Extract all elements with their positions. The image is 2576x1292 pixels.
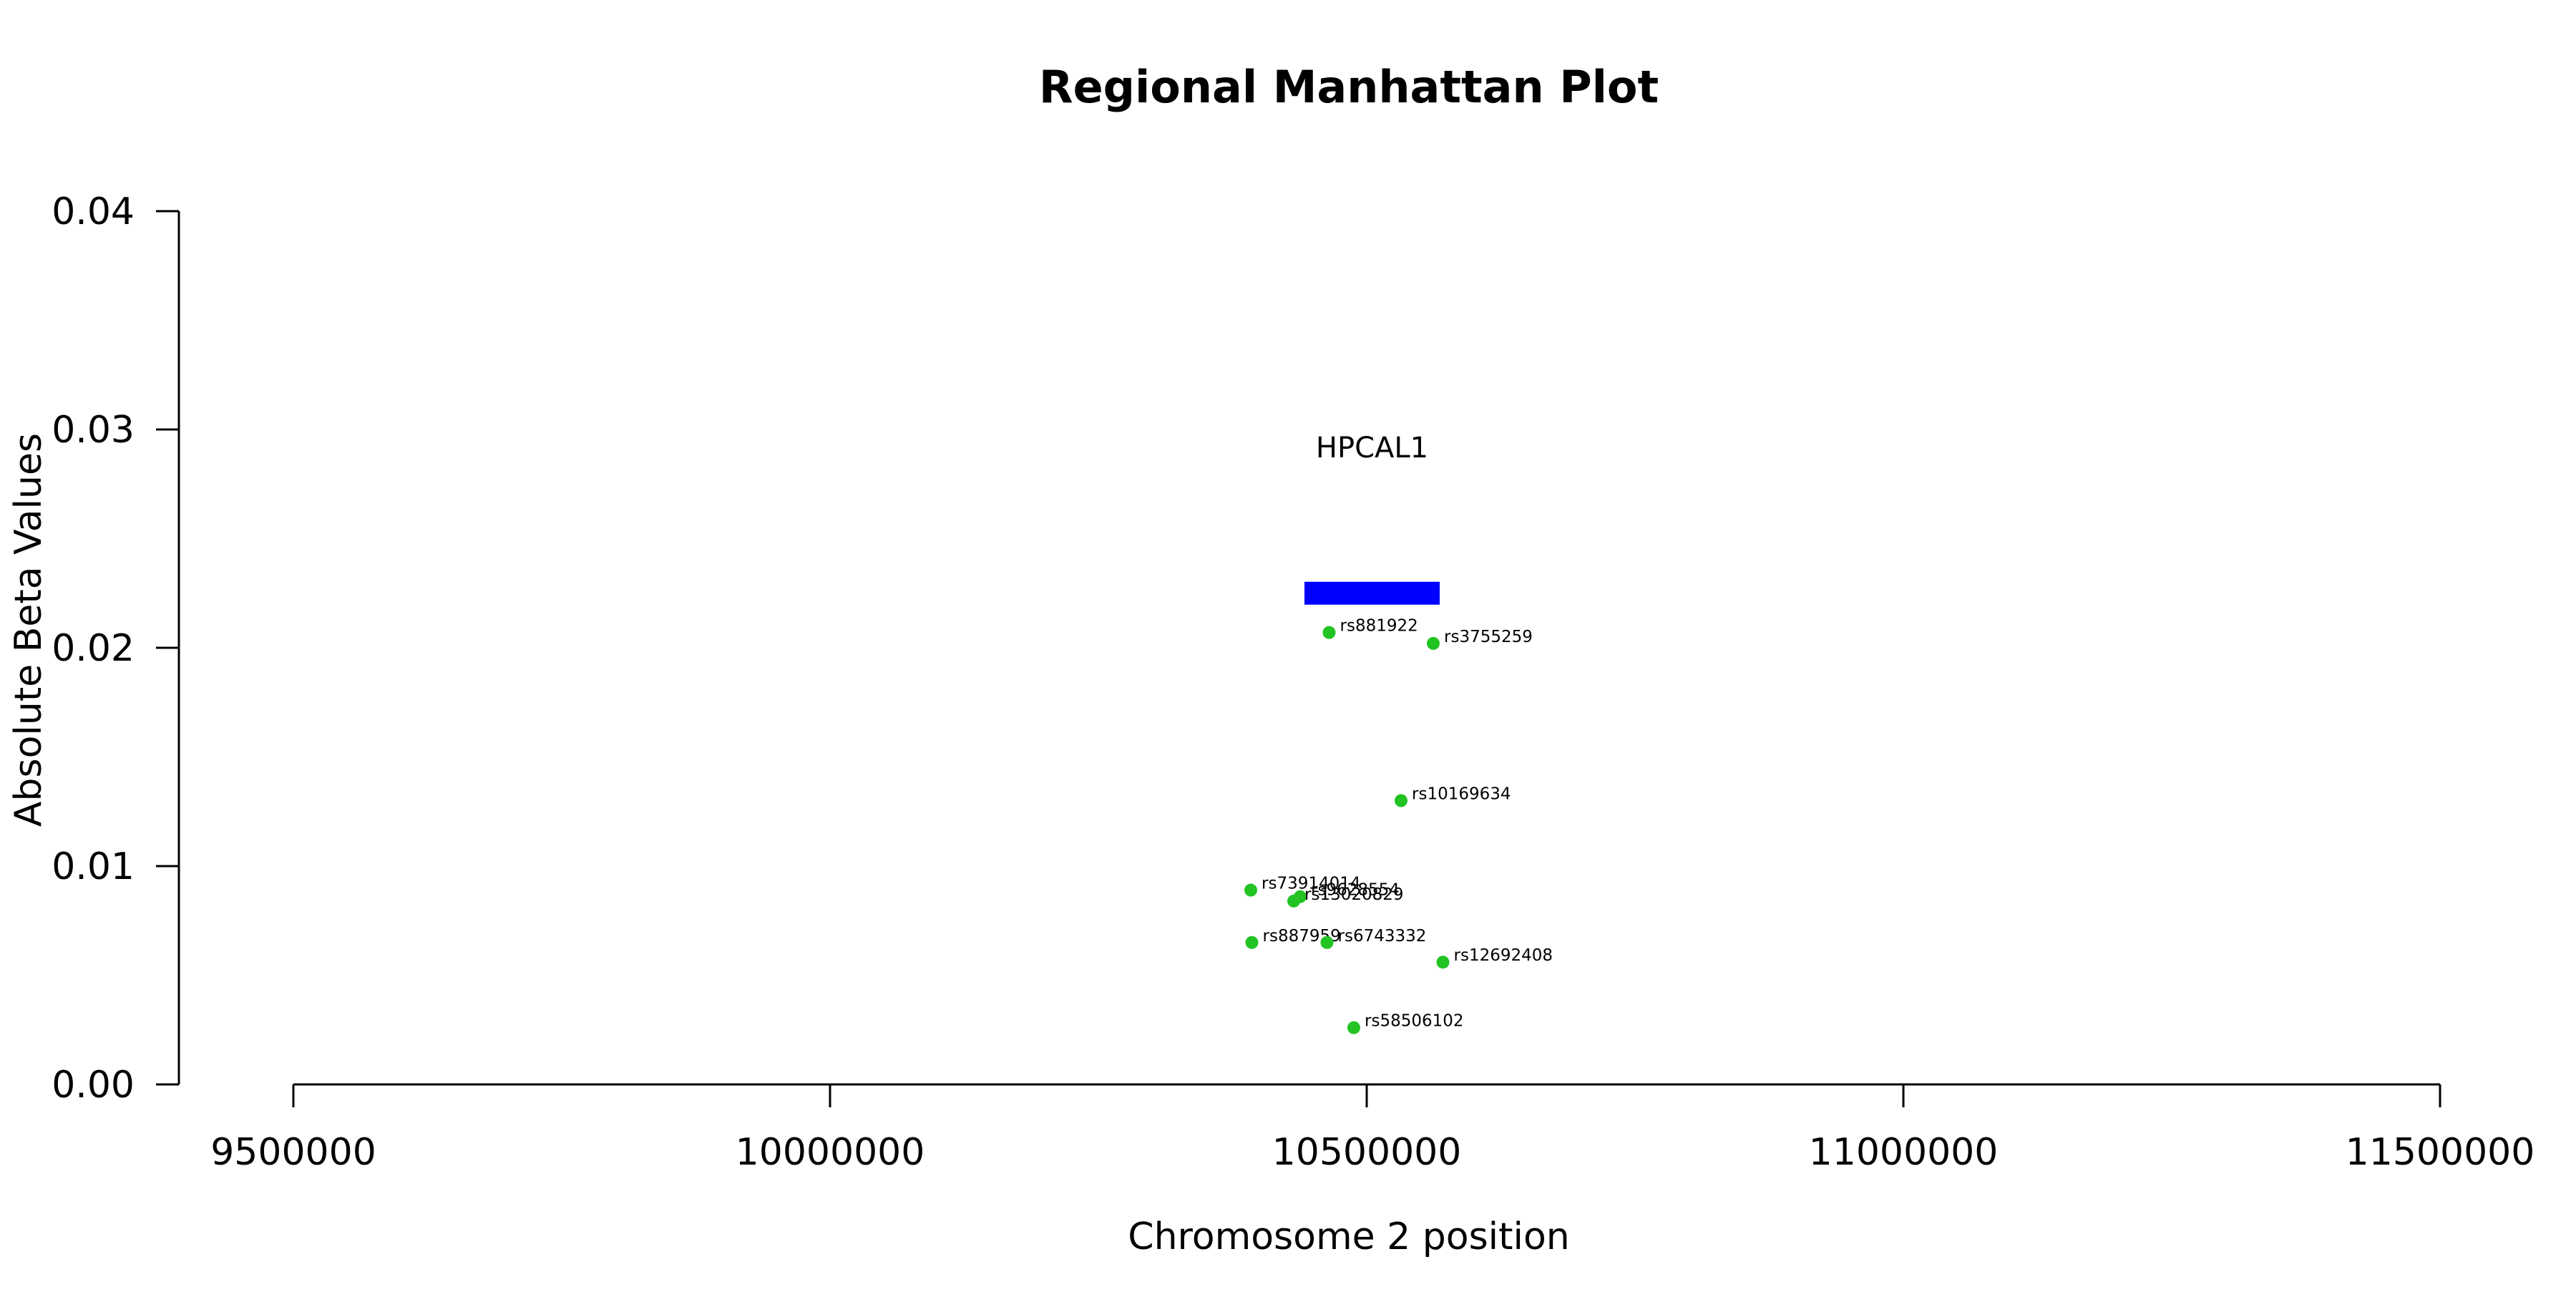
snp-label: rs9628554 (1311, 881, 1400, 900)
snp-point (1245, 936, 1259, 949)
snp-label: rs10169634 (1412, 785, 1511, 804)
snp-label: rs3755259 (1444, 628, 1533, 646)
snp-label: rs6743332 (1338, 927, 1427, 946)
snp-label: rs73914014 (1262, 875, 1361, 893)
snp-label: rs13020829 (1304, 885, 1404, 904)
snp-label: rs58506102 (1365, 1012, 1464, 1031)
y-tick-label: 0.00 (52, 1064, 135, 1107)
data-points: rs881922 rs3755259 rs10169634 rs73914014rs9… (1244, 617, 1553, 1034)
x-tick-label: 9500000 (210, 1131, 376, 1174)
gene-label: HPCAL1 (1316, 432, 1428, 465)
gene-track: HPCAL1 (1304, 432, 1440, 605)
snp-point (1395, 794, 1407, 807)
snp-point (1427, 636, 1440, 650)
snp-point (1347, 1021, 1360, 1034)
y-tick-label: 0.02 (52, 627, 135, 670)
snp-label: rs12692408 (1454, 946, 1553, 965)
snp-point (1244, 883, 1257, 897)
x-axis-label: Chromosome 2 position (1128, 1215, 1569, 1258)
snp-point (1322, 626, 1336, 639)
x-tick-label: 11000000 (1809, 1131, 1999, 1174)
snp-point (1287, 894, 1300, 908)
snp-point (1436, 956, 1450, 969)
x-tick-label: 11500000 (2346, 1131, 2535, 1174)
y-tick-label: 0.03 (52, 409, 135, 452)
y-axis-label: Absolute Beta Values (7, 433, 50, 827)
x-tick-label: 10000000 (736, 1131, 925, 1174)
gene-bar (1304, 581, 1440, 605)
snp-point (1320, 936, 1334, 949)
axes: 0.00 0.01 0.02 0.03 0.04 9500000 10000000 10500… (52, 190, 2534, 1174)
snp-label: rs881922 (1340, 617, 1418, 636)
x-tick-label: 10500000 (1272, 1131, 1462, 1174)
y-tick-label: 0.01 (52, 845, 135, 888)
y-tick-label: 0.04 (52, 190, 135, 233)
chart-title: Regional Manhattan Plot (1039, 61, 1659, 113)
